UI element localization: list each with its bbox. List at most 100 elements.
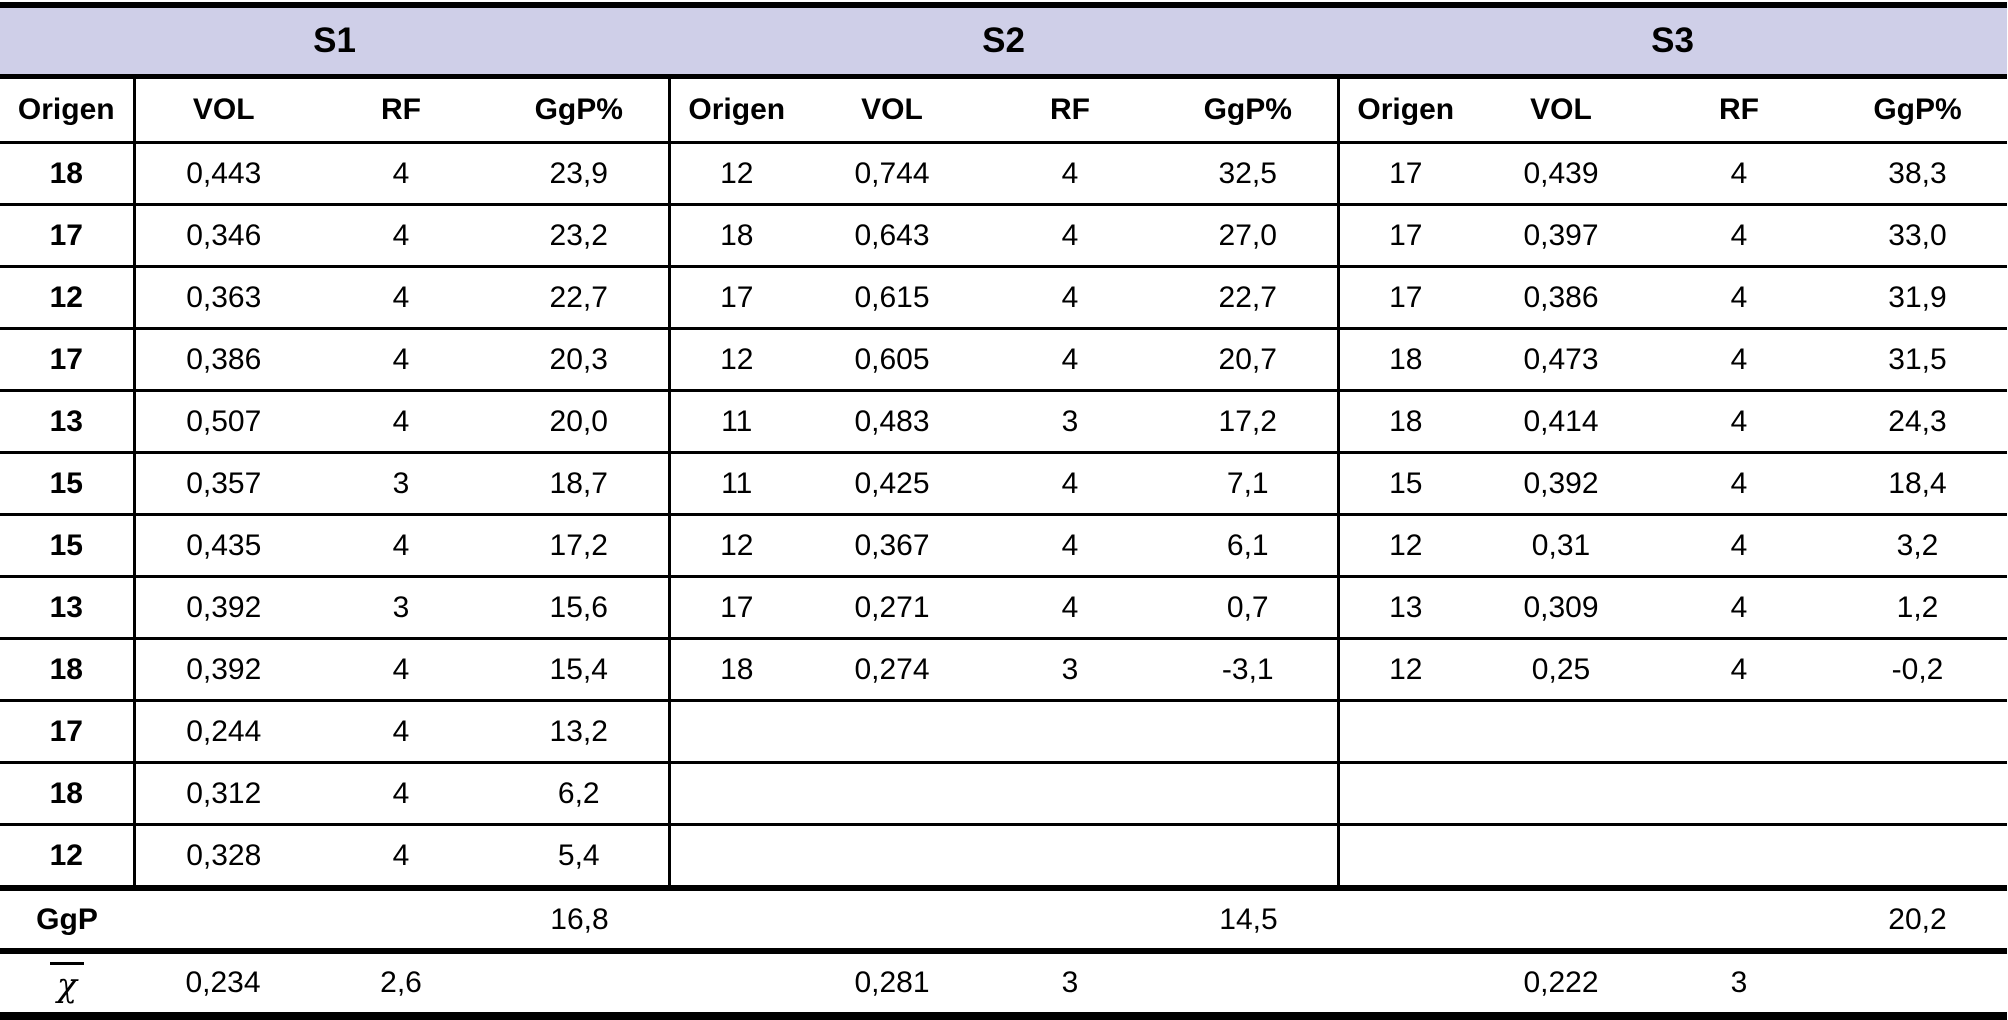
section-title-s1: S1 [0,2,669,79]
ggp-total-s1: 16,8 [490,888,669,954]
cell-s1-r2-ggp-pct: 23,2 [490,204,671,268]
cell-s2-r3-vol: 0,615 [803,266,981,330]
cell-s2-r7-vol: 0,367 [803,514,981,578]
cell-s1-r5-ggp-pct: 20,0 [490,390,671,454]
cell-s1-r8-rf: 3 [312,576,490,640]
cell-s1-r1-ggp-pct: 23,9 [490,142,671,206]
empty-cell [669,888,803,954]
cell-s3-r5-vol: 0,414 [1472,390,1650,454]
ggp-total-s3: 20,2 [1828,888,2007,954]
empty-cell [669,951,803,1020]
cell-s1-r11-vol: 0,312 [134,762,312,826]
mean-rf-s2: 3 [981,951,1159,1020]
cell-s2-r12-vol [803,824,981,891]
colhead-s1-vol: VOL [134,76,312,144]
mean-rf-s3: 3 [1650,951,1828,1020]
cell-s2-r3-ggp-pct: 22,7 [1159,266,1340,330]
empty-cell [134,888,312,954]
cell-s3-r9-origen: 12 [1338,638,1472,702]
cell-s1-r6-ggp-pct: 18,7 [490,452,671,516]
cell-s2-r8-rf: 4 [981,576,1159,640]
cell-s3-r6-origen: 15 [1338,452,1472,516]
colhead-s3-origen: Origen [1338,76,1472,144]
table-row: 12 0,363 4 22,7 17 0,615 4 22,7 17 0,386 4 31,9 [0,266,2007,330]
cell-s2-r1-ggp-pct: 32,5 [1159,142,1340,206]
cell-s3-r11-origen [1338,762,1472,826]
cell-s1-r4-vol: 0,386 [134,328,312,392]
cell-s3-r6-rf: 4 [1650,452,1828,516]
cell-s3-r4-ggp-pct: 31,5 [1828,328,2007,392]
cell-s3-r5-origen: 18 [1338,390,1472,454]
cell-s3-r7-ggp-pct: 3,2 [1828,514,2007,578]
cell-s2-r6-origen: 11 [669,452,803,516]
cell-s2-r4-vol: 0,605 [803,328,981,392]
cell-s3-r10-ggp-pct [1828,700,2007,764]
cell-s1-r9-origen: 18 [0,638,136,702]
mean-vol-s1: 0,234 [134,951,312,1020]
colhead-s2-vol: VOL [803,76,981,144]
table-row: 13 0,392 3 15,6 17 0,271 4 0,7 13 0,309 4 1,2 [0,576,2007,640]
cell-s2-r12-origen [669,824,803,891]
cell-s3-r4-origen: 18 [1338,328,1472,392]
cell-s1-r8-vol: 0,392 [134,576,312,640]
cell-s1-r7-ggp-pct: 17,2 [490,514,671,578]
table-row: 18 0,392 4 15,4 18 0,274 3 -3,1 12 0,25 4 -0,2 [0,638,2007,702]
cell-s1-r2-origen: 17 [0,204,136,268]
cell-s2-r9-vol: 0,274 [803,638,981,702]
section-title-s3: S3 [1338,2,2007,79]
cell-s3-r12-vol [1472,824,1650,891]
cell-s1-r3-origen: 12 [0,266,136,330]
cell-s2-r11-origen [669,762,803,826]
cell-s2-r2-ggp-pct: 27,0 [1159,204,1340,268]
cell-s3-r12-ggp-pct [1828,824,2007,891]
empty-cell [803,888,981,954]
cell-s1-r7-origen: 15 [0,514,136,578]
column-header-row: Origen VOL RF GgP% Origen VOL RF GgP% Or… [0,76,2007,144]
cell-s2-r4-rf: 4 [981,328,1159,392]
cell-s1-r1-vol: 0,443 [134,142,312,206]
cell-s1-r8-origen: 13 [0,576,136,640]
ggp-summary-row: GgP 16,8 14,5 20,2 [0,888,2007,954]
cell-s3-r7-vol: 0,31 [1472,514,1650,578]
cell-s3-r11-vol [1472,762,1650,826]
cell-s3-r10-rf [1650,700,1828,764]
cell-s2-r6-rf: 4 [981,452,1159,516]
colhead-s3-ggp-pct: GgP% [1828,76,2007,144]
cell-s2-r5-vol: 0,483 [803,390,981,454]
table-body: 18 0,443 4 23,9 12 0,744 4 32,5 17 0,439 4 38,3 17 0,… [0,142,2007,1020]
cell-s1-r2-vol: 0,346 [134,204,312,268]
cell-s1-r12-vol: 0,328 [134,824,312,891]
cell-s1-r3-vol: 0,363 [134,266,312,330]
cell-s3-r8-origen: 13 [1338,576,1472,640]
cell-s2-r1-origen: 12 [669,142,803,206]
cell-s3-r1-rf: 4 [1650,142,1828,206]
cell-s1-r11-ggp-pct: 6,2 [490,762,671,826]
table-row: 18 0,312 4 6,2 [0,762,2007,826]
cell-s2-r6-ggp-pct: 7,1 [1159,452,1340,516]
cell-s1-r10-ggp-pct: 13,2 [490,700,671,764]
colhead-s2-rf: RF [981,76,1159,144]
cell-s3-r10-vol [1472,700,1650,764]
cell-s1-r1-origen: 18 [0,142,136,206]
mean-row-label-cell: χ [0,951,134,1020]
cell-s1-r6-vol: 0,357 [134,452,312,516]
cell-s3-r8-rf: 4 [1650,576,1828,640]
cell-s2-r1-vol: 0,744 [803,142,981,206]
cell-s3-r1-ggp-pct: 38,3 [1828,142,2007,206]
cell-s1-r6-rf: 3 [312,452,490,516]
cell-s1-r10-origen: 17 [0,700,136,764]
cell-s1-r3-ggp-pct: 22,7 [490,266,671,330]
empty-cell [981,888,1159,954]
mean-vol-s2: 0,281 [803,951,981,1020]
cell-s2-r9-rf: 3 [981,638,1159,702]
cell-s1-r8-ggp-pct: 15,6 [490,576,671,640]
cell-s2-r10-rf [981,700,1159,764]
cell-s1-r5-origen: 13 [0,390,136,454]
cell-s2-r8-vol: 0,271 [803,576,981,640]
cell-s3-r5-ggp-pct: 24,3 [1828,390,2007,454]
cell-s3-r4-vol: 0,473 [1472,328,1650,392]
empty-cell [1472,888,1650,954]
cell-s2-r3-rf: 4 [981,266,1159,330]
